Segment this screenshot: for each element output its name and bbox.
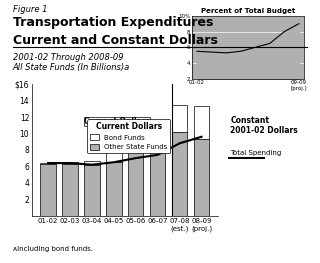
Title: Percent of Total Budget: Percent of Total Budget — [201, 8, 295, 14]
Bar — [150, 143, 165, 216]
Bar — [194, 105, 209, 139]
Legend: Bond Funds, Other State Funds: Bond Funds, Other State Funds — [87, 119, 170, 153]
Text: 2001-02 Through 2008-09: 2001-02 Through 2008-09 — [13, 53, 124, 62]
Bar — [128, 143, 143, 151]
Bar — [106, 151, 122, 162]
Bar — [62, 164, 78, 216]
Bar — [40, 164, 56, 216]
Bar — [84, 161, 100, 165]
Bar — [128, 151, 143, 216]
Text: Constant: Constant — [230, 116, 269, 125]
Text: All State Funds (In Billions)a: All State Funds (In Billions)a — [13, 63, 130, 72]
Bar — [150, 138, 165, 143]
Text: Figure 1: Figure 1 — [13, 5, 47, 14]
Text: 2001-02 Dollars: 2001-02 Dollars — [230, 126, 298, 135]
Text: Total Spending: Total Spending — [230, 150, 282, 156]
Bar — [62, 162, 78, 164]
Bar — [172, 132, 187, 216]
Bar — [40, 163, 56, 164]
Bar — [106, 162, 122, 216]
Text: Transportation Expenditures: Transportation Expenditures — [13, 16, 213, 29]
Text: Current and Constant Dollars: Current and Constant Dollars — [13, 34, 218, 47]
Bar — [84, 165, 100, 216]
Bar — [172, 105, 187, 132]
Bar — [194, 139, 209, 216]
Text: Current Dollars: Current Dollars — [84, 117, 150, 126]
Text: ᴀIncluding bond funds.: ᴀIncluding bond funds. — [13, 246, 93, 252]
